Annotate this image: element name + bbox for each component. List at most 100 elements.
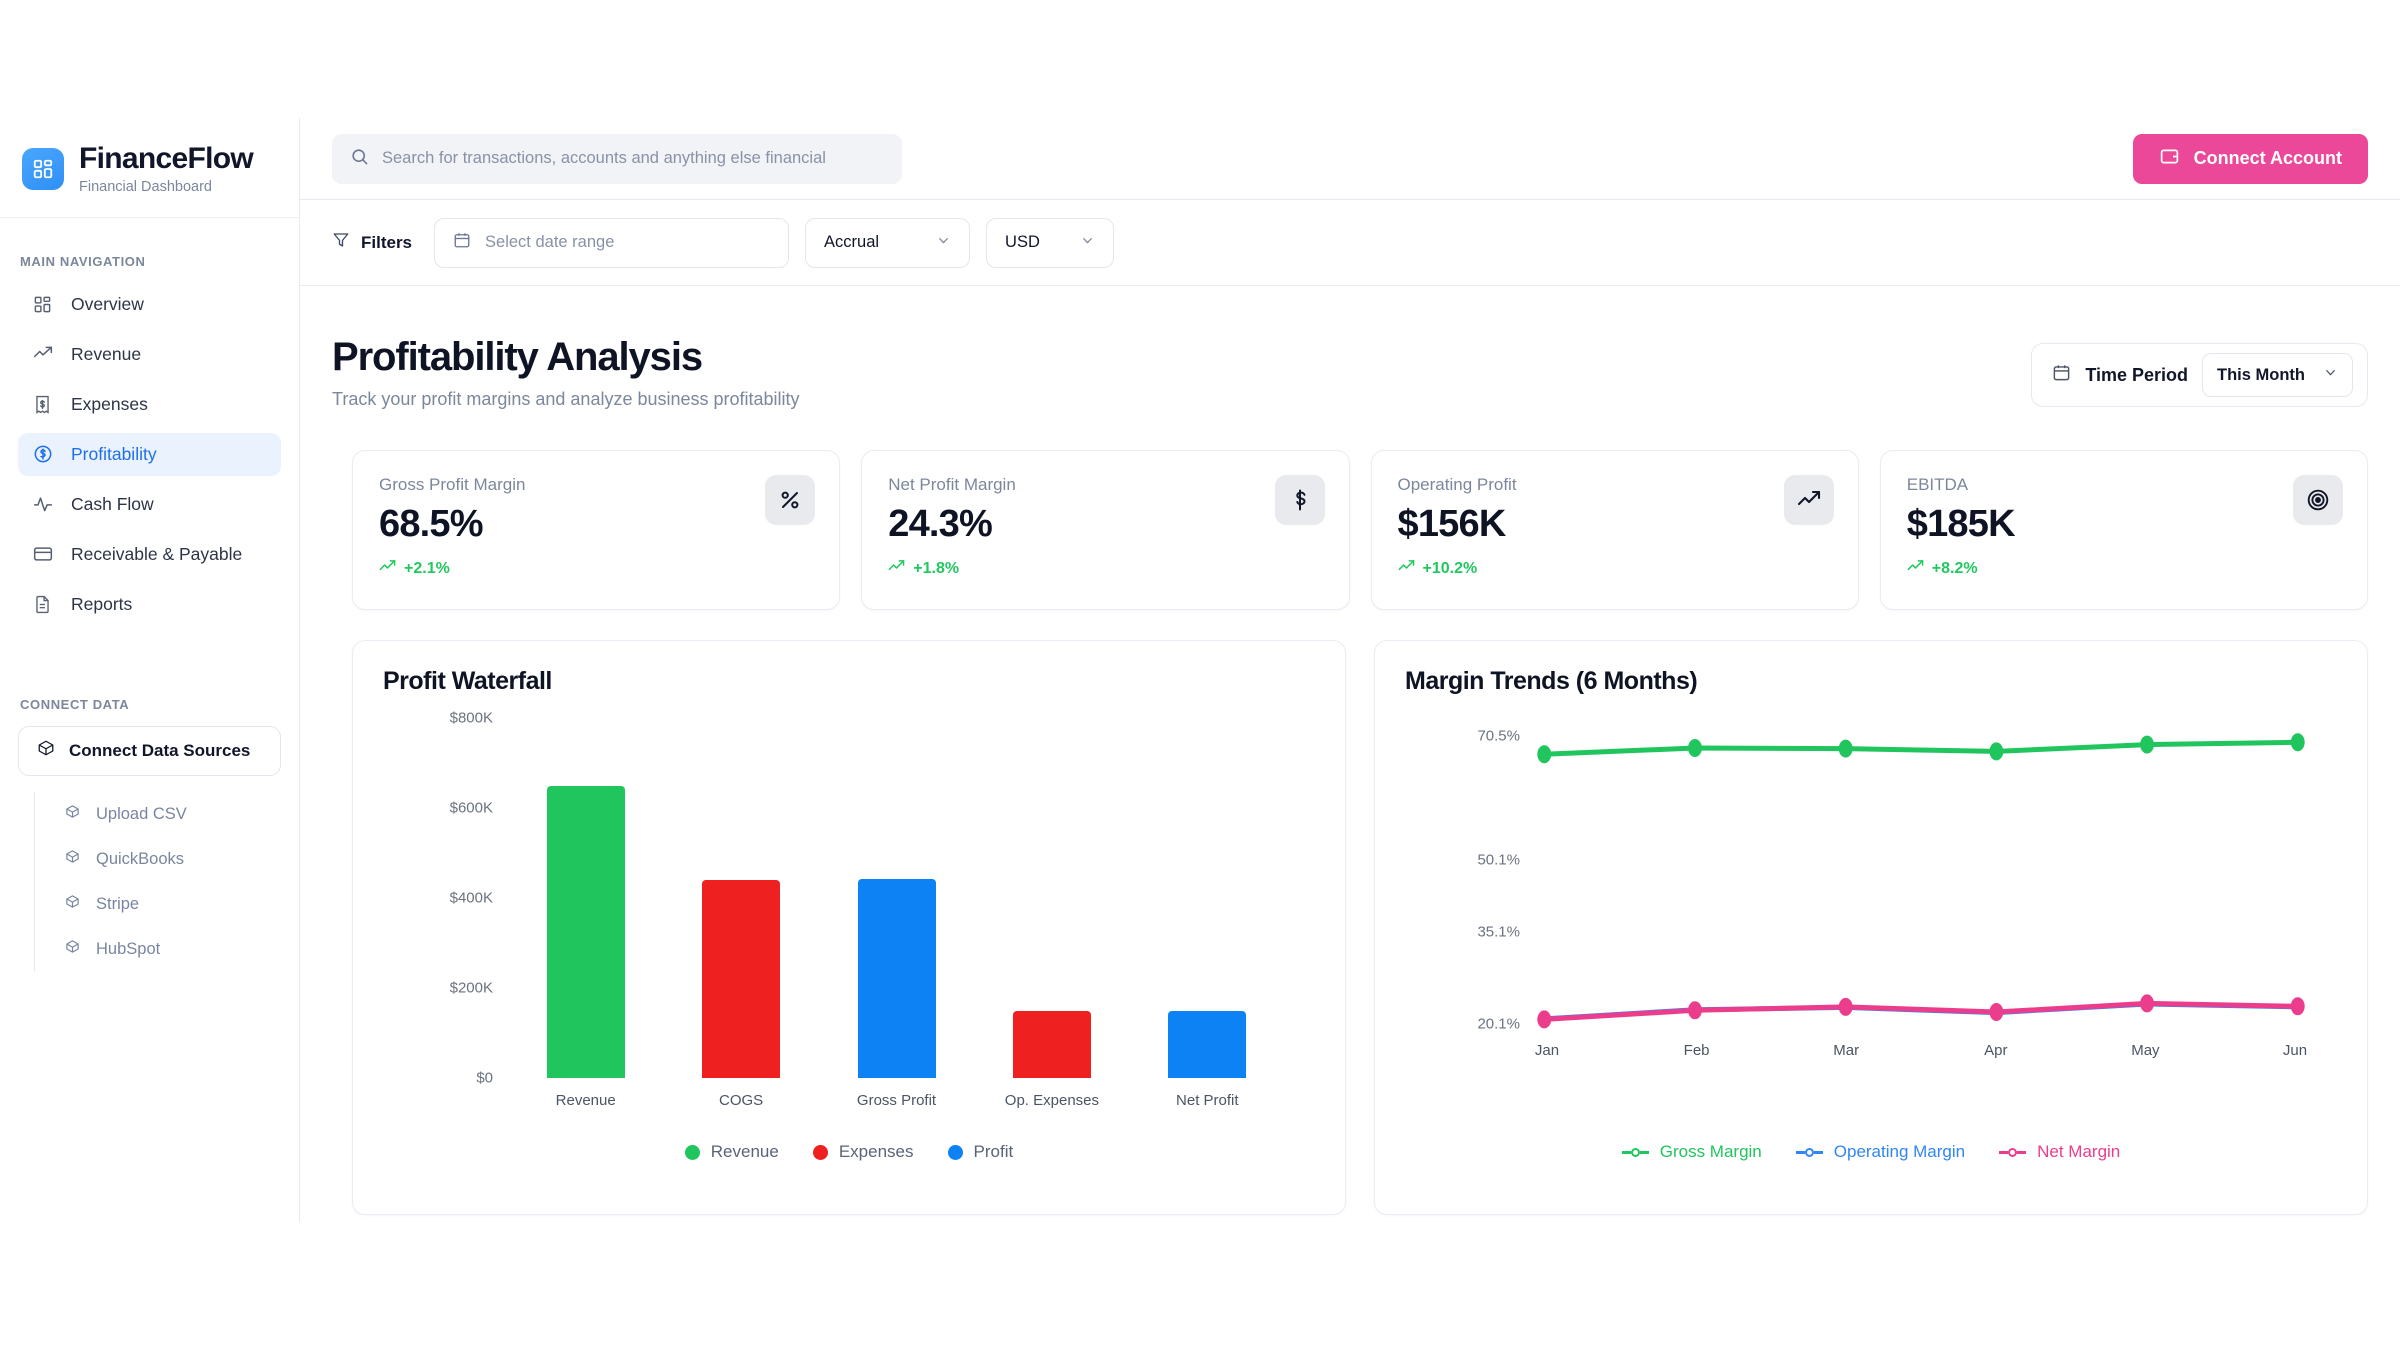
bar[interactable]: [1168, 1010, 1247, 1078]
cube-icon: [37, 739, 55, 762]
time-period-select[interactable]: This Month: [2202, 353, 2353, 397]
data-point[interactable]: [1537, 745, 1552, 764]
data-point[interactable]: [2140, 735, 2154, 754]
dashboard-grid-icon: [32, 294, 53, 315]
sidebar-item-revenue[interactable]: Revenue: [18, 333, 281, 376]
legend-label: Gross Margin: [1659, 1142, 1762, 1161]
data-point[interactable]: [1537, 1010, 1552, 1029]
main-navigation: Overview Revenue Expenses: [0, 283, 299, 626]
line-series: [1537, 733, 2305, 1029]
data-source-stripe[interactable]: Stripe: [35, 882, 299, 927]
kpi-card-ebitda[interactable]: EBITDA $185K +8.2%: [1879, 450, 2368, 610]
kpi-delta: +1.8%: [888, 558, 1322, 580]
chevron-down-icon: [936, 233, 951, 253]
data-source-label: Stripe: [96, 894, 140, 913]
y-axis-tick: $0: [476, 1069, 493, 1087]
sidebar-item-reports[interactable]: Reports: [18, 583, 281, 626]
bar-slot[interactable]: [819, 718, 974, 1078]
y-axis-tick: 50.1%: [1477, 851, 1520, 869]
bar[interactable]: [1012, 1010, 1091, 1078]
date-range-placeholder: Select date range: [485, 233, 615, 251]
kpi-card-net-profit-margin[interactable]: Net Profit Margin 24.3% +1.8%: [861, 450, 1350, 610]
sidebar-item-label: Receivable & Payable: [71, 543, 243, 564]
kpi-card-operating-profit[interactable]: Operating Profit $156K +10.2%: [1370, 450, 1859, 610]
currency-select[interactable]: USD: [986, 217, 1115, 268]
panel-margin-trends: Margin Trends (6 Months) 70.5% 50.1% 35.1%…: [1374, 640, 2368, 1215]
legend-item[interactable]: Revenue: [684, 1142, 779, 1162]
y-axis-tick: $600K: [449, 799, 493, 817]
panel-title: Profit Waterfall: [383, 667, 552, 695]
chart-legend: Revenue Expenses Profit: [383, 1142, 1315, 1162]
sidebar-item-cash-flow[interactable]: Cash Flow: [18, 483, 281, 526]
x-axis-tick: Net Profit: [1176, 1092, 1239, 1109]
time-period-control: Time Period This Month: [2031, 343, 2368, 407]
data-source-quickbooks[interactable]: QuickBooks: [35, 837, 299, 882]
accounting-method-select[interactable]: Accrual: [805, 217, 971, 268]
trending-up-icon: [888, 558, 905, 580]
sidebar-item-profitability[interactable]: Profitability: [18, 432, 281, 476]
legend-item[interactable]: Gross Margin: [1621, 1142, 1762, 1162]
y-axis-tick: $400K: [449, 889, 493, 907]
search-input[interactable]: [382, 149, 884, 168]
bar[interactable]: [702, 880, 781, 1078]
bar-slot[interactable]: [1130, 718, 1285, 1078]
sidebar-item-label: Profitability: [71, 443, 157, 464]
brand-name: FinanceFlow: [79, 142, 254, 175]
cube-icon: [65, 894, 80, 914]
data-point[interactable]: [1688, 1001, 1702, 1020]
legend-color-swatch: [684, 1144, 700, 1160]
activity-pulse-icon: [32, 494, 53, 515]
bar[interactable]: [857, 878, 936, 1078]
sidebar-item-label: Overview: [71, 293, 144, 314]
kpi-value: $156K: [1397, 503, 1507, 545]
connect-account-button[interactable]: Connect Account: [2132, 133, 2368, 184]
target-icon: [2293, 475, 2343, 525]
data-point[interactable]: [1688, 739, 1702, 757]
credit-card-icon: [32, 544, 53, 565]
panel-profit-waterfall: Profit Waterfall $800K $600K $400K $200K $0 …: [352, 640, 1346, 1215]
date-range-picker[interactable]: Select date range: [434, 217, 790, 268]
data-point[interactable]: [2290, 733, 2305, 752]
page-subtitle: Track your profit margins and analyze bu…: [332, 389, 800, 409]
data-source-label: Upload CSV: [96, 804, 187, 823]
bar-slot[interactable]: [663, 718, 818, 1078]
filters-toggle[interactable]: Filters: [332, 231, 412, 254]
x-axis-tick: May: [2131, 1042, 2160, 1059]
legend-item[interactable]: Profit: [947, 1142, 1013, 1162]
data-point[interactable]: [1838, 739, 1853, 758]
line-path: [1544, 1003, 2297, 1019]
legend-item[interactable]: Net Margin: [1999, 1142, 2120, 1162]
accounting-method-value: Accrual: [824, 233, 880, 251]
kpi-card-gross-profit-margin[interactable]: Gross Profit Margin 68.5% +2.1%: [352, 450, 841, 610]
data-source-upload-csv[interactable]: Upload CSV: [35, 792, 299, 837]
sidebar-item-expenses[interactable]: Expenses: [18, 383, 281, 426]
kpi-delta: +10.2%: [1398, 558, 1832, 580]
search-box[interactable]: [332, 133, 902, 184]
sidebar-item-overview[interactable]: Overview: [18, 283, 281, 326]
legend-item[interactable]: Expenses: [812, 1142, 914, 1162]
data-source-list: Upload CSV QuickBooks Stripe: [34, 791, 299, 972]
calendar-icon: [2052, 363, 2071, 387]
line-path: [1544, 742, 2297, 754]
data-point[interactable]: [2140, 994, 2154, 1013]
receipt-dollar-icon: [32, 394, 53, 415]
legend-line-marker: [1795, 1147, 1823, 1157]
chart-panels: Profit Waterfall $800K $600K $400K $200K $0 …: [352, 640, 2368, 1215]
kpi-value: 68.5%: [379, 503, 484, 545]
bar[interactable]: [546, 785, 625, 1078]
x-axis-tick: Jan: [1534, 1042, 1560, 1059]
connect-data-sources-button[interactable]: Connect Data Sources: [18, 725, 281, 776]
main-navigation-label: MAIN NAVIGATION: [20, 253, 146, 269]
bar-slot[interactable]: [974, 718, 1129, 1078]
bar-slot[interactable]: [508, 718, 663, 1078]
data-point[interactable]: [1838, 997, 1853, 1016]
sidebar-item-receivable-payable[interactable]: Receivable & Payable: [18, 533, 281, 576]
page-header: Profitability Analysis Track your profit…: [332, 335, 800, 410]
data-point[interactable]: [1989, 1003, 2004, 1021]
legend-color-swatch: [947, 1144, 963, 1160]
data-source-hubspot[interactable]: HubSpot: [35, 927, 299, 972]
data-point[interactable]: [1989, 742, 2004, 761]
x-axis-tick: Mar: [1833, 1042, 1860, 1059]
data-point[interactable]: [2290, 997, 2305, 1016]
legend-item[interactable]: Operating Margin: [1795, 1142, 1965, 1162]
